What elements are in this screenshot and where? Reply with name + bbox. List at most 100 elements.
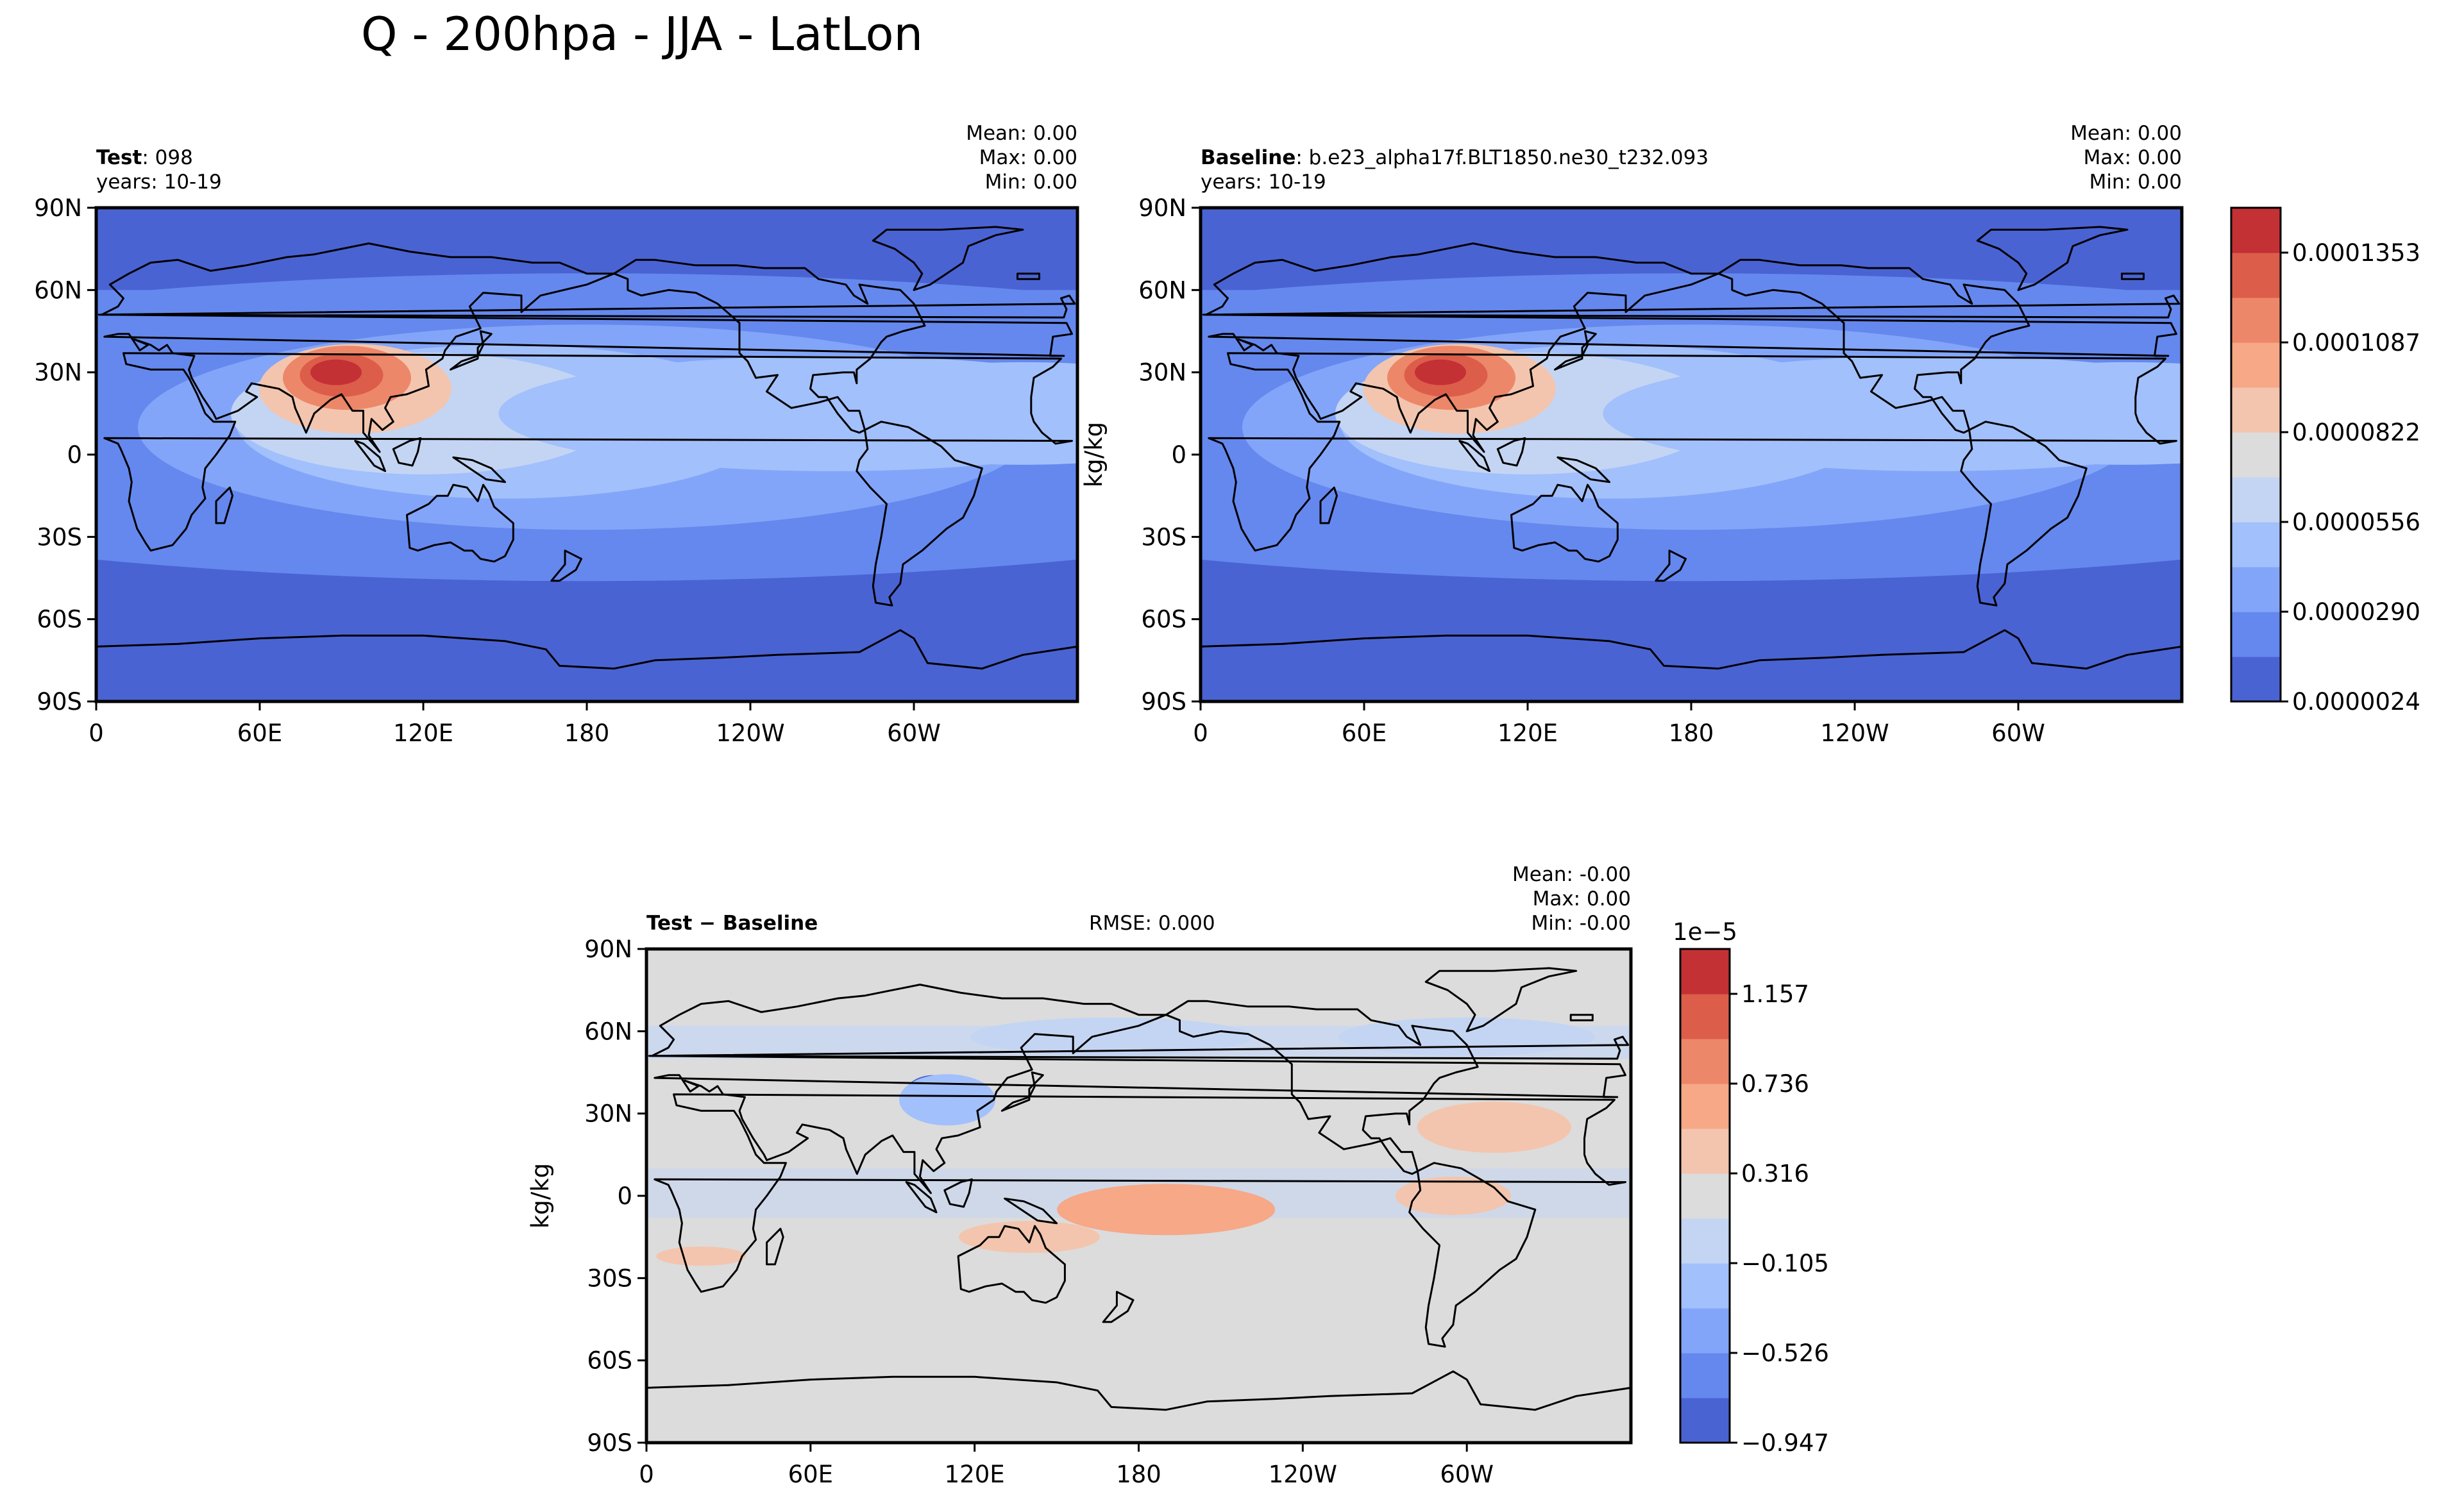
panel-label-detail: : 098 [142,146,192,169]
coastline [1004,1197,1058,1225]
coastline [943,1178,973,1208]
panel-stat: Max: 0.00 [1533,887,1631,910]
panel-label-name: Test − Baseline [646,912,818,935]
coastline [450,330,493,371]
coastline [97,294,1076,319]
map-panel-test: 0 60E 120E 180 120W 60W 90N 60N 30N 0 30S 60S 90S Tes… [34,122,1079,747]
y-tick-label: 90N [34,194,82,222]
figure-title: Q - 200hpa - JJA - LatLon [361,7,923,61]
colorbar-swatch [1680,994,1730,1039]
panel-label: Baseline: b.e23_alpha17f.BLT1850.ne30_t2… [1201,146,1709,169]
panel-stat: Min: 0.00 [2089,171,2182,194]
coastline [957,1225,1066,1304]
colorbar-swatch [2231,253,2281,298]
panel-stat: Mean: 0.00 [2070,122,2182,145]
coastline [1557,456,1610,483]
field-contour [792,362,1077,465]
x-tick-label: 120W [1820,719,1889,747]
x-tick-label: 60E [237,719,282,747]
x-tick-label: 120W [1269,1461,1337,1488]
coastline [1017,273,1040,280]
colorbar-swatch [2231,522,2281,567]
x-tick-label: 120E [1498,719,1558,747]
x-tick-label: 0 [639,1461,654,1488]
y-tick-label: 90N [584,935,632,963]
panel-label-name: Test [96,146,142,169]
coastline [392,437,422,467]
colorbar-tick-label: 0.0000556 [2292,508,2420,536]
colorbar-diff: −0.947 −0.526 −0.105 0.316 0.736 1.157 1e−5 [1673,918,1829,1457]
field-contour [970,1017,1253,1056]
coastline [1976,226,2129,291]
coastline [1496,437,1526,467]
y-tick-label: 30S [1141,523,1186,551]
x-tick-label: 180 [1669,719,1714,747]
coastline [1165,1000,1479,1175]
y-axis-label: kg/kg [1080,422,1108,487]
y-tick-label: 60N [1138,276,1186,304]
coastline [1102,1291,1135,1323]
panel-label: Test: 098 [96,146,193,169]
colorbar-swatch [1680,1039,1730,1084]
y-tick-label: 30N [584,1100,632,1128]
panel-stat: Mean: -0.00 [1512,863,1631,886]
coastline [905,1181,938,1214]
colorbar-exponent: 1e−5 [1673,918,1737,946]
coastline [215,486,233,524]
coastline [452,456,506,483]
colorbar-tick-label: 0.316 [1741,1160,1809,1187]
x-tick-label: 180 [1116,1461,1161,1488]
x-tick-label: 60W [887,719,941,747]
coastline [1458,440,1490,473]
field-contour [310,359,362,385]
coastline [354,440,386,473]
coastline [651,984,1626,1195]
coastline [654,1093,1626,1293]
colorbar-swatch [2231,612,2281,657]
colorbar-tick-label: 0.0000290 [2292,598,2420,626]
panel-label: Test − Baseline [646,912,818,935]
coastline [1408,1162,1537,1348]
y-axis-label: kg/kg [527,1163,554,1229]
x-tick-label: 60E [788,1461,833,1488]
colorbar-swatch [2231,208,2281,253]
y-tick-label: 30N [1138,359,1186,387]
x-tick-label: 120W [716,719,784,747]
map-panel-baseline: 0 60E 120E 180 120W 60W 90N 60N 30N 0 30S 60S 90S Bas… [1080,122,2184,747]
x-tick-label: 120E [945,1461,1005,1488]
y-tick-label: 60S [37,606,82,633]
colorbar-tick-label: 0.0000024 [2292,688,2420,716]
colorbar-swatch [2231,342,2281,388]
panel-stat: Max: 0.00 [2084,146,2182,169]
field-contour [1896,362,2182,465]
coastline [1205,242,2177,453]
x-tick-label: 0 [89,719,104,747]
panel-stat: Max: 0.00 [979,146,1077,169]
colorbar-swatch [1680,1263,1730,1309]
y-tick-label: 30S [37,523,82,551]
coastline [872,226,1024,291]
field-contour [1415,359,1466,385]
panel-label-detail: : b.e23_alpha17f.BLT1850.ne30_t232.093 [1295,146,1709,169]
y-tick-label: 90S [1141,688,1186,716]
y-tick-label: 60S [587,1347,632,1375]
coastline [550,549,582,582]
colorbar-tick-label: −0.947 [1741,1429,1829,1457]
colorbar-swatch [1680,1084,1730,1129]
colorbar-tick-label: 0.0001087 [2292,329,2420,357]
field-contour [1338,1017,1596,1056]
x-tick-label: 180 [564,719,610,747]
coastline [101,242,1073,453]
x-tick-label: 60W [1440,1461,1494,1488]
coastline [646,1370,1631,1443]
y-tick-label: 30N [34,359,82,387]
y-tick-label: 60N [584,1018,632,1045]
coastline [96,629,1077,701]
x-tick-label: 60E [1342,719,1387,747]
x-tick-label: 0 [1193,719,1208,747]
coastline [1201,629,2182,701]
panel-years: years: 10-19 [1201,171,1326,194]
panel-stat: Mean: 0.00 [966,122,1077,145]
colorbar-swatch [1680,949,1730,994]
panel-stat: Min: -0.00 [1531,912,1631,935]
